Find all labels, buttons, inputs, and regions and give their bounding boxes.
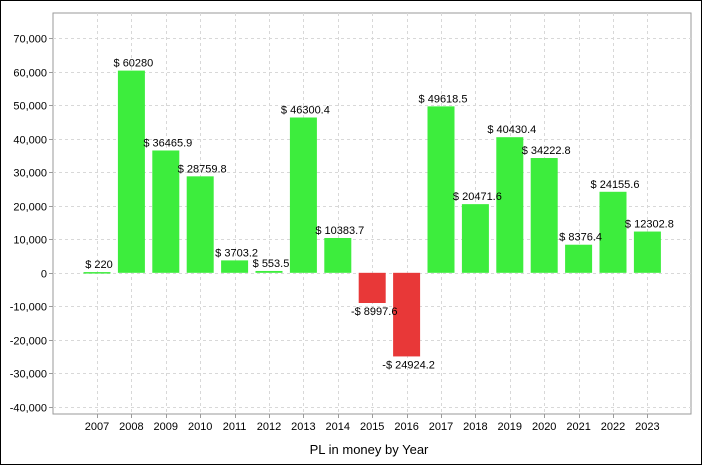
x-tick-label: 2015 <box>360 421 384 433</box>
y-tick-label: 60,000 <box>13 68 47 80</box>
bar <box>633 231 661 273</box>
x-tick-label: 2008 <box>119 421 143 433</box>
y-tick-label: -30,000 <box>10 369 47 381</box>
data-label: -$ 24924.2 <box>382 359 435 371</box>
bar <box>255 270 283 273</box>
data-label: $ 8376.4 <box>559 232 602 244</box>
data-label: $ 46300.4 <box>281 105 330 117</box>
x-tick-label: 2022 <box>601 421 625 433</box>
x-tick-label: 2009 <box>154 421 178 433</box>
y-tick-label: -20,000 <box>10 336 47 348</box>
x-tick-label: 2018 <box>463 421 487 433</box>
bar <box>599 191 627 273</box>
data-label: $ 49618.5 <box>419 93 468 105</box>
data-label: $ 553.5 <box>253 258 290 270</box>
data-label: $ 28759.8 <box>178 163 227 175</box>
x-tick-label: 2016 <box>394 421 418 433</box>
y-tick-label: 40,000 <box>13 135 47 147</box>
bar <box>289 117 317 273</box>
x-tick-label: 2020 <box>532 421 556 433</box>
data-label: $ 12302.8 <box>625 219 674 231</box>
data-label: $ 10383.7 <box>315 225 364 237</box>
y-tick-label: 10,000 <box>13 235 47 247</box>
bar <box>393 272 421 357</box>
data-label: $ 24155.6 <box>591 179 640 191</box>
gridlines <box>52 12 692 415</box>
y-tick-label: 30,000 <box>13 168 47 180</box>
y-tick-label: 50,000 <box>13 101 47 113</box>
x-tick-label: 2014 <box>326 421 350 433</box>
x-tick-label: 2013 <box>291 421 315 433</box>
bar <box>186 176 214 273</box>
data-label: $ 3703.2 <box>215 247 258 259</box>
x-tick-label: 2021 <box>566 421 590 433</box>
bar <box>221 260 249 273</box>
bar <box>152 150 180 273</box>
y-tick-label: -40,000 <box>10 403 47 415</box>
bars <box>83 70 661 357</box>
bar <box>427 106 455 273</box>
x-tick-label: 2010 <box>188 421 212 433</box>
bar <box>83 272 111 274</box>
x-tick-label: 2012 <box>257 421 281 433</box>
bar <box>565 244 593 273</box>
data-label: -$ 8997.6 <box>351 306 397 318</box>
x-tick-label: 2023 <box>635 421 659 433</box>
data-label: $ 220 <box>85 259 113 271</box>
data-label: $ 34222.8 <box>522 145 571 157</box>
bar <box>461 204 489 273</box>
bar <box>530 158 558 273</box>
data-label: $ 40430.4 <box>487 124 536 136</box>
bar <box>496 137 524 273</box>
data-label: $ 36465.9 <box>143 137 192 149</box>
y-axis: 70,000 60,000 50,000 40,000 30,000 20,000 10,0… <box>10 34 53 415</box>
x-tick-label: 2007 <box>85 421 109 433</box>
y-tick-label: 20,000 <box>13 202 47 214</box>
bar <box>358 272 386 304</box>
x-tick-label: 2011 <box>223 421 247 433</box>
data-label: $ 20471.6 <box>453 191 502 203</box>
x-axis: 2007 2008 2009 2010 2011 2012 2013 2014 2015 2016… <box>85 414 660 433</box>
x-tick-label: 2019 <box>498 421 522 433</box>
bar <box>324 237 352 273</box>
data-labels: $ 220$ 60280$ 36465.9$ 28759.8$ 3703.2$ … <box>85 58 674 372</box>
y-tick-label: -10,000 <box>10 302 47 314</box>
y-tick-label: 70,000 <box>13 34 47 46</box>
bar <box>117 70 145 273</box>
y-tick-label: 0 <box>41 269 47 281</box>
data-label: $ 60280 <box>114 58 154 70</box>
x-axis-title: PL in money by Year <box>310 442 429 457</box>
x-tick-label: 2017 <box>429 421 453 433</box>
